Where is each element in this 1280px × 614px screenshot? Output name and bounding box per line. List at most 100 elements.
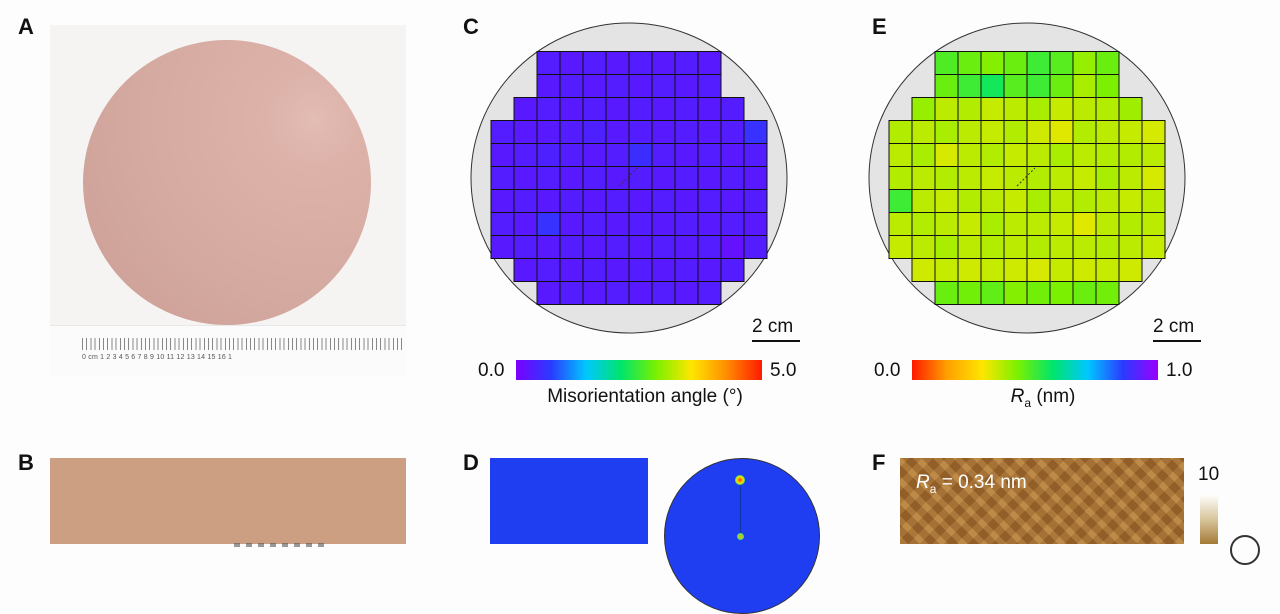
misorientation-cell (536, 235, 561, 259)
misorientation-cell (605, 281, 630, 305)
roughness-cell (888, 235, 913, 259)
colorbar-max-c: 5.0 (770, 360, 797, 381)
roughness-cell (980, 235, 1005, 259)
roughness-cell (1072, 235, 1097, 259)
panel-label-d: D (463, 450, 479, 475)
afm-image: Ra = 0.34 nm (900, 458, 1184, 544)
roughness-cell (1072, 74, 1097, 98)
ruler-ticks (82, 338, 404, 350)
roughness-cell (1072, 120, 1097, 144)
roughness-cell (980, 120, 1005, 144)
ruler-labels: 0 cm 1 2 3 4 5 6 7 8 9 10 11 12 13 14 15… (82, 354, 233, 361)
misorientation-cell (674, 143, 699, 167)
roughness-cell (1003, 120, 1028, 144)
misorientation-cell (605, 120, 630, 144)
roughness-cell (934, 235, 959, 259)
roughness-cell (1095, 212, 1120, 236)
misorientation-cell (628, 51, 653, 75)
misorientation-cell (582, 74, 607, 98)
roughness-cell (957, 281, 982, 305)
roughness-cell (1049, 74, 1074, 98)
misorientation-cell (559, 74, 584, 98)
roughness-cell (1072, 212, 1097, 236)
roughness-cell (1003, 143, 1028, 167)
misorientation-cell (513, 235, 538, 259)
misorientation-cell (536, 51, 561, 75)
misorientation-cell (697, 143, 722, 167)
roughness-cell (888, 189, 913, 213)
misorientation-cell (697, 258, 722, 282)
misorientation-cell (697, 166, 722, 190)
misorientation-cell (536, 143, 561, 167)
colorbar-max-e: 1.0 (1166, 360, 1193, 381)
misorientation-cell (720, 235, 745, 259)
misorientation-cell (743, 166, 768, 190)
roughness-cell (1141, 235, 1166, 259)
misorientation-cell (628, 189, 653, 213)
roughness-cell (1072, 97, 1097, 121)
misorientation-cell (536, 189, 561, 213)
roughness-cell (957, 235, 982, 259)
misorientation-cell (651, 166, 676, 190)
roughness-cell (1095, 258, 1120, 282)
misorientation-cell (720, 120, 745, 144)
roughness-cell (1141, 212, 1166, 236)
roughness-cell (934, 97, 959, 121)
scalebar-line-c (752, 340, 800, 342)
misorientation-cell (559, 235, 584, 259)
roughness-cell (888, 166, 913, 190)
misorientation-cell (628, 212, 653, 236)
roughness-cell (1003, 166, 1028, 190)
afm-roughness-value: = 0.34 nm (936, 472, 1027, 493)
misorientation-cell (720, 97, 745, 121)
scalebar-label-e: 2 cm (1153, 316, 1195, 337)
misorientation-cell (605, 74, 630, 98)
roughness-cell (911, 166, 936, 190)
misorientation-cell (513, 212, 538, 236)
roughness-cell (1003, 51, 1028, 75)
misorientation-cell (720, 189, 745, 213)
roughness-cell (1026, 212, 1051, 236)
roughness-cell (1026, 51, 1051, 75)
misorientation-cell (513, 97, 538, 121)
roughness-cell (1049, 120, 1074, 144)
misorientation-cell (651, 143, 676, 167)
roughness-cell (1118, 97, 1143, 121)
roughness-cell (1049, 258, 1074, 282)
misorientation-cell (651, 258, 676, 282)
roughness-cell (1003, 212, 1028, 236)
diffraction-line (740, 485, 741, 533)
misorientation-cell (697, 51, 722, 75)
roughness-cell (1049, 97, 1074, 121)
roughness-cell (1026, 97, 1051, 121)
misorientation-cell (651, 97, 676, 121)
misorientation-cell (628, 120, 653, 144)
misorientation-cell (720, 143, 745, 167)
misorientation-cell (743, 189, 768, 213)
roughness-cell (1095, 189, 1120, 213)
colorbar-c (516, 360, 762, 380)
misorientation-cell (697, 189, 722, 213)
roughness-cell (1141, 120, 1166, 144)
roughness-cell (1072, 51, 1097, 75)
roughness-cell (957, 258, 982, 282)
afm-roughness-subscript: a (929, 481, 937, 496)
misorientation-cell (720, 166, 745, 190)
roughness-cell (1072, 143, 1097, 167)
misorientation-cell (674, 281, 699, 305)
roughness-cell (1026, 189, 1051, 213)
roughness-cell (1026, 74, 1051, 98)
misorientation-cell (559, 281, 584, 305)
roughness-cell (1026, 258, 1051, 282)
misorientation-cell (582, 258, 607, 282)
misorientation-cell (536, 166, 561, 190)
misorientation-cell (536, 281, 561, 305)
misorientation-cell (628, 281, 653, 305)
misorientation-cell (674, 189, 699, 213)
roughness-cell (1072, 166, 1097, 190)
roughness-cell (980, 143, 1005, 167)
roughness-cell (1118, 258, 1143, 282)
misorientation-cell (697, 74, 722, 98)
misorientation-cell (743, 143, 768, 167)
misorientation-cell (559, 97, 584, 121)
